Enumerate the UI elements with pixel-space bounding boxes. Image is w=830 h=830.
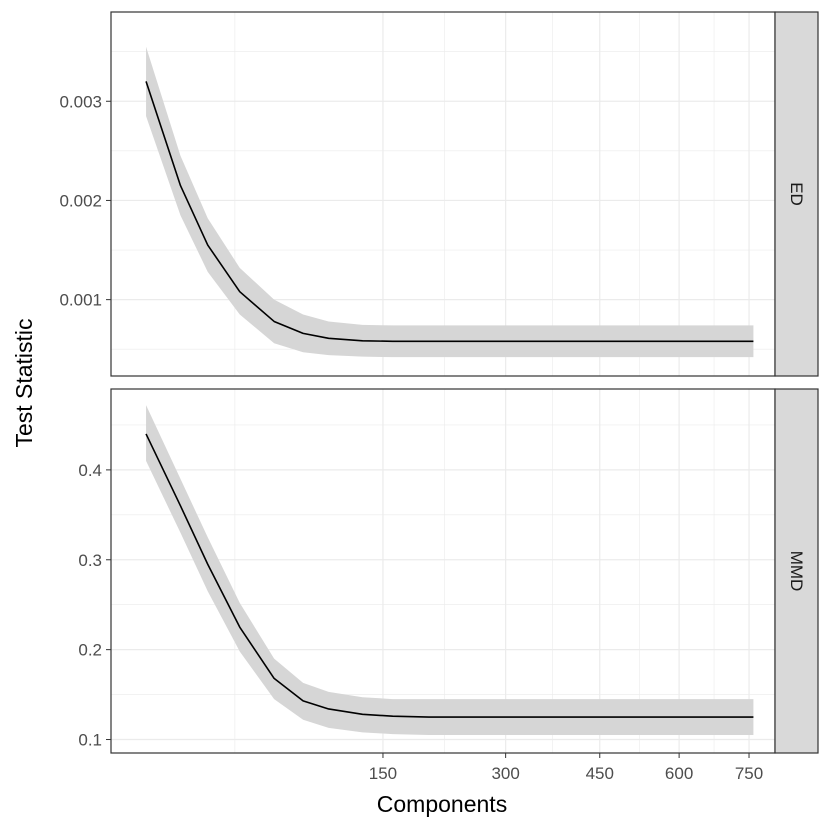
confidence-ribbon-mmd (146, 405, 754, 736)
facet-strip (774, 388, 819, 754)
x-tick-label: 600 (665, 764, 693, 783)
panel-ed: 0.001 0.002 0.003 ED (59, 11, 819, 377)
y-tick-label: 0.001 (59, 291, 102, 310)
y-tick-label: 0.4 (78, 461, 102, 480)
x-tick-label: 300 (491, 764, 519, 783)
facet-label-ed: ED (787, 182, 806, 206)
y-tick-label: 0.002 (59, 191, 102, 210)
panel-background (111, 12, 775, 376)
y-tick-label: 0.3 (78, 551, 102, 570)
y-axis-title: Test Statistic (11, 318, 37, 447)
x-tick-label: 750 (735, 764, 763, 783)
y-tick-label: 0.1 (78, 731, 102, 750)
x-tick-label: 150 (369, 764, 397, 783)
series-line-mmd (145, 433, 754, 718)
facet-strip (774, 11, 819, 377)
panel-mmd: 0.1 0.2 0.3 0.4 MMD (78, 388, 819, 754)
y-tick-label: 0.003 (59, 92, 102, 111)
facet-label-mmd: MMD (787, 551, 806, 592)
series-line-ed (145, 81, 754, 343)
y-tick-label: 0.2 (78, 641, 102, 660)
x-axis-title: Components (377, 791, 507, 817)
x-tick-label: 450 (586, 764, 614, 783)
confidence-ribbon-ed (146, 46, 754, 358)
